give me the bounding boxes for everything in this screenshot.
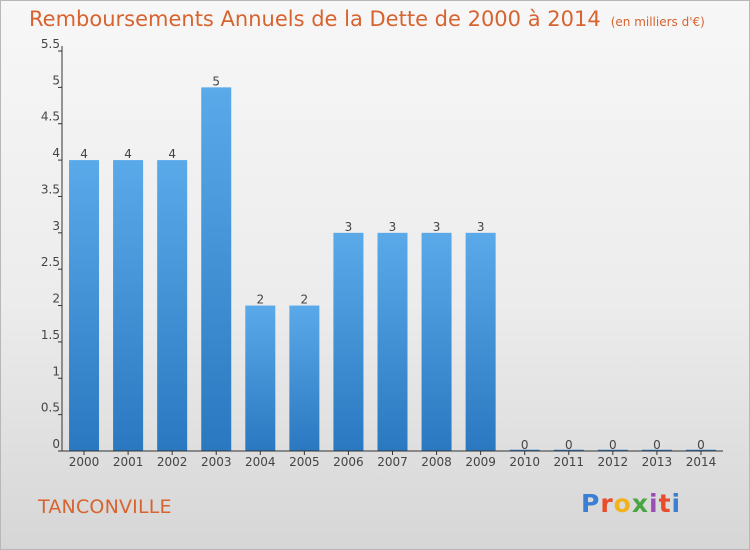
logo-letter: i (649, 489, 659, 518)
logo-letter: o (613, 489, 632, 518)
x-tick-label: 2004 (245, 455, 276, 469)
bars-layer: 4 4 4 5 2 2 3 3 3 3 0 0 0 0 0 (69, 74, 716, 452)
bar-value-label: 2 (301, 293, 309, 307)
bar-value-label: 0 (653, 438, 661, 452)
bar-value-label: 4 (80, 147, 88, 161)
bar-value-label: 2 (256, 293, 264, 307)
bar (421, 232, 452, 451)
city-name: TANCONVILLE (38, 496, 172, 518)
y-tick-label: 3.5 (41, 182, 60, 196)
logo-letter: x (631, 489, 649, 518)
bar-value-label: 0 (609, 438, 617, 452)
bar-value-label: 3 (389, 220, 397, 234)
bar (245, 305, 276, 451)
y-tick-label: 4 (52, 146, 60, 160)
bar-value-label: 0 (697, 438, 705, 452)
y-tick-label: 1.5 (41, 328, 60, 342)
y-tick-label: 1 (52, 364, 60, 378)
logo-letter: t (658, 489, 672, 518)
bar (465, 232, 496, 451)
bar-value-label: 0 (521, 438, 529, 452)
bar-value-label: 3 (345, 220, 353, 234)
x-tick-label: 2013 (642, 455, 673, 469)
logo-letter: i (671, 489, 682, 518)
x-tick-label: 2006 (333, 455, 364, 469)
bar (113, 160, 144, 451)
y-tick-label: 0.5 (41, 401, 60, 415)
x-tick-label: 2011 (553, 455, 584, 469)
bar-value-label: 5 (212, 74, 220, 88)
chart-unit-note: (en milliers d'€) (610, 15, 705, 29)
bar-value-label: 0 (565, 438, 573, 452)
x-tick-label: 2000 (69, 455, 100, 469)
x-tick-label: 2002 (157, 455, 188, 469)
y-tick-label: 2.5 (41, 255, 60, 269)
y-tick-label: 5.5 (41, 37, 60, 51)
y-tick-label: 4.5 (41, 110, 60, 124)
y-tick-label: 3 (52, 219, 60, 233)
x-tick-label: 2008 (421, 455, 452, 469)
chart-title: Remboursements Annuels de la Dette de 20… (29, 7, 705, 31)
y-tick-label: 5 (52, 73, 60, 87)
x-tick-label: 2009 (465, 455, 496, 469)
x-tick-label: 2010 (509, 455, 540, 469)
bar-value-label: 3 (477, 220, 485, 234)
bar (333, 232, 364, 451)
bar (69, 160, 100, 451)
x-tick-label: 2003 (201, 455, 232, 469)
bar (289, 305, 320, 451)
bar-value-label: 4 (124, 147, 132, 161)
x-tick-label: 2007 (377, 455, 408, 469)
bar-value-label: 4 (168, 147, 176, 161)
x-tick-label: 2012 (598, 455, 629, 469)
x-tick-label: 2014 (686, 455, 717, 469)
x-tick-label: 2001 (113, 455, 144, 469)
bar-value-label: 3 (433, 220, 441, 234)
bar (201, 87, 232, 451)
y-tick-label: 0 (52, 437, 60, 451)
y-tick-label: 2 (52, 292, 60, 306)
bar (157, 160, 188, 451)
logo-letter: P (581, 489, 601, 518)
chart-title-main: Remboursements Annuels de la Dette de 20… (29, 7, 601, 31)
logo-letter: r (600, 489, 614, 518)
bar (377, 232, 408, 451)
proxiti-logo: Proxiti (581, 489, 681, 518)
x-tick-label: 2005 (289, 455, 320, 469)
